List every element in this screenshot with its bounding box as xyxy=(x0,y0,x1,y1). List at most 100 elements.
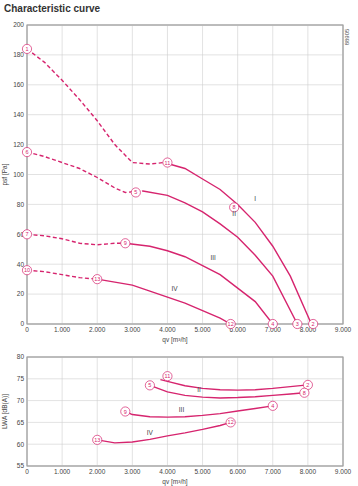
grid-line xyxy=(272,357,273,466)
annotation: 4 xyxy=(271,403,274,409)
curve-label: III xyxy=(179,406,185,413)
x-tick-label: 0 xyxy=(25,326,29,333)
annotation: 8 xyxy=(303,390,306,396)
annotation: 11 xyxy=(165,160,171,166)
annotation-circle xyxy=(22,266,31,275)
annotation-circle xyxy=(268,401,277,410)
x-tick-label: 3.000 xyxy=(124,326,141,333)
annotation-circle xyxy=(93,275,102,284)
grid-line xyxy=(27,204,343,205)
x-tick-label: 1.000 xyxy=(54,468,71,475)
plot-border xyxy=(27,357,343,466)
y-tick-label: 60 xyxy=(17,441,25,448)
grid-line xyxy=(27,444,343,445)
annotation: 12 xyxy=(228,419,234,425)
annotation: 9 xyxy=(124,409,127,415)
grid-line xyxy=(27,174,343,175)
annotation-circle xyxy=(293,319,302,328)
curve xyxy=(97,279,230,324)
curve xyxy=(164,163,311,324)
annotation: 2 xyxy=(312,321,315,327)
y-tick-label: 80 xyxy=(17,353,25,360)
plot-frame xyxy=(27,357,343,466)
x-tick-label: 9.000 xyxy=(335,468,352,475)
grid-line xyxy=(27,400,343,401)
annotation-circle xyxy=(226,418,235,427)
annotation: 10 xyxy=(24,267,30,273)
grid-line xyxy=(132,357,133,466)
annotation: 5 xyxy=(134,189,137,195)
annotation: 2 xyxy=(306,382,309,388)
annotation-circle xyxy=(300,388,309,397)
grid-line xyxy=(27,264,343,265)
y-tick-label: 55 xyxy=(17,462,25,469)
x-tick-label: 9.000 xyxy=(335,326,352,333)
title: Characteristic curve xyxy=(4,3,101,14)
x-tick-label: 1.000 xyxy=(54,326,71,333)
curve xyxy=(160,380,307,390)
annotation-circle xyxy=(226,319,235,328)
y-tick-label: 100 xyxy=(13,171,24,178)
annotation: 3 xyxy=(296,321,299,327)
curve xyxy=(97,422,230,442)
y-tick-label: 20 xyxy=(17,290,25,297)
annotation: 13 xyxy=(94,437,100,443)
curve-label: II xyxy=(232,210,236,217)
grid-line xyxy=(307,357,308,466)
x-axis-label: qv [m³/h] xyxy=(162,478,187,486)
curve xyxy=(125,243,272,324)
annotation-circle xyxy=(22,230,31,239)
x-axis-label: qv [m³/h] xyxy=(162,336,187,344)
grid-line xyxy=(27,234,343,235)
annotation-circle xyxy=(309,319,318,328)
grid-line xyxy=(97,357,98,466)
code-label: 88905 xyxy=(344,28,350,45)
x-tick-label: 4.000 xyxy=(159,326,176,333)
y-tick-label: 180 xyxy=(13,51,24,58)
curve xyxy=(27,270,97,279)
annotation: 5 xyxy=(148,382,151,388)
y-tick-label: 65 xyxy=(17,419,25,426)
x-tick-label: 2.000 xyxy=(89,326,106,333)
curve xyxy=(27,49,164,164)
x-tick-label: 0 xyxy=(25,468,29,475)
chart: Characteristic curve 88905 0 1.000 2.000 3.00… xyxy=(0,0,358,486)
annotation: 4 xyxy=(271,321,274,327)
grid-line xyxy=(27,422,343,423)
grid-line xyxy=(62,357,63,466)
grid-line xyxy=(27,294,343,295)
grid-line xyxy=(27,84,343,85)
curve-label: IV xyxy=(147,429,154,436)
annotation-circle xyxy=(268,319,277,328)
grid-line xyxy=(27,144,343,145)
curve xyxy=(143,191,297,324)
plot-border xyxy=(27,25,343,324)
curve-label: I xyxy=(254,195,256,202)
y-tick-label: 200 xyxy=(13,21,24,28)
y-tick-label: 80 xyxy=(17,201,25,208)
curve xyxy=(125,406,272,417)
x-tick-label: 3.000 xyxy=(124,468,141,475)
x-tick-label: 5.000 xyxy=(194,326,211,333)
annotation-circle xyxy=(22,44,31,53)
curve-label: IV xyxy=(171,285,178,292)
annotation: 9 xyxy=(124,240,127,246)
y-tick-label: 120 xyxy=(13,141,24,148)
annotation: 1 xyxy=(25,46,28,52)
annotation-circle xyxy=(163,372,172,381)
y-tick-label: 75 xyxy=(17,375,25,382)
x-tick-label: 6.000 xyxy=(230,468,247,475)
curve xyxy=(150,385,304,398)
annotation: 11 xyxy=(165,373,171,379)
annotation: 13 xyxy=(94,276,100,282)
x-tick-label: 4.000 xyxy=(159,468,176,475)
annotation-circle xyxy=(121,407,130,416)
series-group xyxy=(97,380,308,443)
x-tick-label: 5.000 xyxy=(194,468,211,475)
annotation-circle xyxy=(131,188,140,197)
annotation: 6 xyxy=(25,149,28,155)
y-tick-label: 70 xyxy=(17,397,25,404)
grid-line xyxy=(27,54,343,55)
y-axis-label: psf [Pa] xyxy=(1,163,9,185)
y-tick-label: 0 xyxy=(20,320,24,327)
